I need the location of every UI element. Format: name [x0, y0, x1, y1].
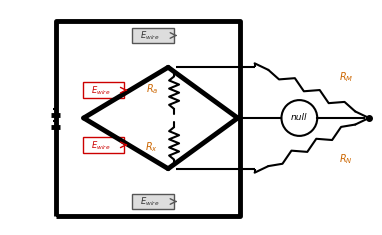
Text: $E_{wire}$: $E_{wire}$	[141, 196, 160, 208]
FancyBboxPatch shape	[132, 27, 174, 43]
FancyBboxPatch shape	[83, 82, 125, 98]
Text: $E_{wire}$: $E_{wire}$	[141, 30, 160, 42]
Text: $R_a$: $R_a$	[146, 82, 158, 96]
Text: null: null	[291, 114, 308, 122]
Text: $R_M$: $R_M$	[339, 70, 353, 84]
FancyBboxPatch shape	[132, 194, 174, 209]
Text: $E_{wire}$: $E_{wire}$	[91, 84, 110, 97]
Text: $R_N$: $R_N$	[339, 152, 353, 166]
Text: $R_x$: $R_x$	[146, 141, 158, 154]
Text: $E_{wire}$: $E_{wire}$	[91, 139, 110, 152]
FancyBboxPatch shape	[83, 137, 125, 153]
